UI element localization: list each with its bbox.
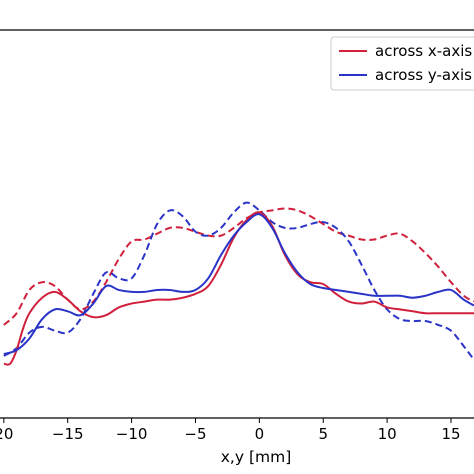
red-dashed-series-line	[3, 207, 474, 326]
legend: across x-axis across y-axis	[330, 36, 474, 91]
x-axis-label: x,y [mm]	[221, 448, 292, 466]
x-tick-label: −5	[184, 425, 206, 443]
across-x-axis-solid-series-line	[3, 211, 474, 366]
x-tick-label: 0	[255, 425, 265, 443]
x-tick-label: 15	[441, 425, 460, 443]
legend-label-across-y-axis: across y-axis	[375, 66, 472, 84]
series-layer	[3, 201, 474, 366]
x-tick-label: 20	[0, 425, 13, 443]
across-y-axis-solid-series-line	[3, 213, 474, 355]
blue-dashed-series-line	[3, 201, 474, 361]
x-tick-label: 5	[318, 425, 328, 443]
axes-frame	[0, 29, 474, 419]
x-tick-label: −10	[116, 425, 148, 443]
x-axis-ticks: 20 −15 −10 −5 0 5 10 15	[0, 418, 461, 443]
x-tick-label: 10	[378, 425, 397, 443]
x-tick-label: −15	[52, 425, 84, 443]
legend-label-across-x-axis: across x-axis	[375, 42, 472, 60]
